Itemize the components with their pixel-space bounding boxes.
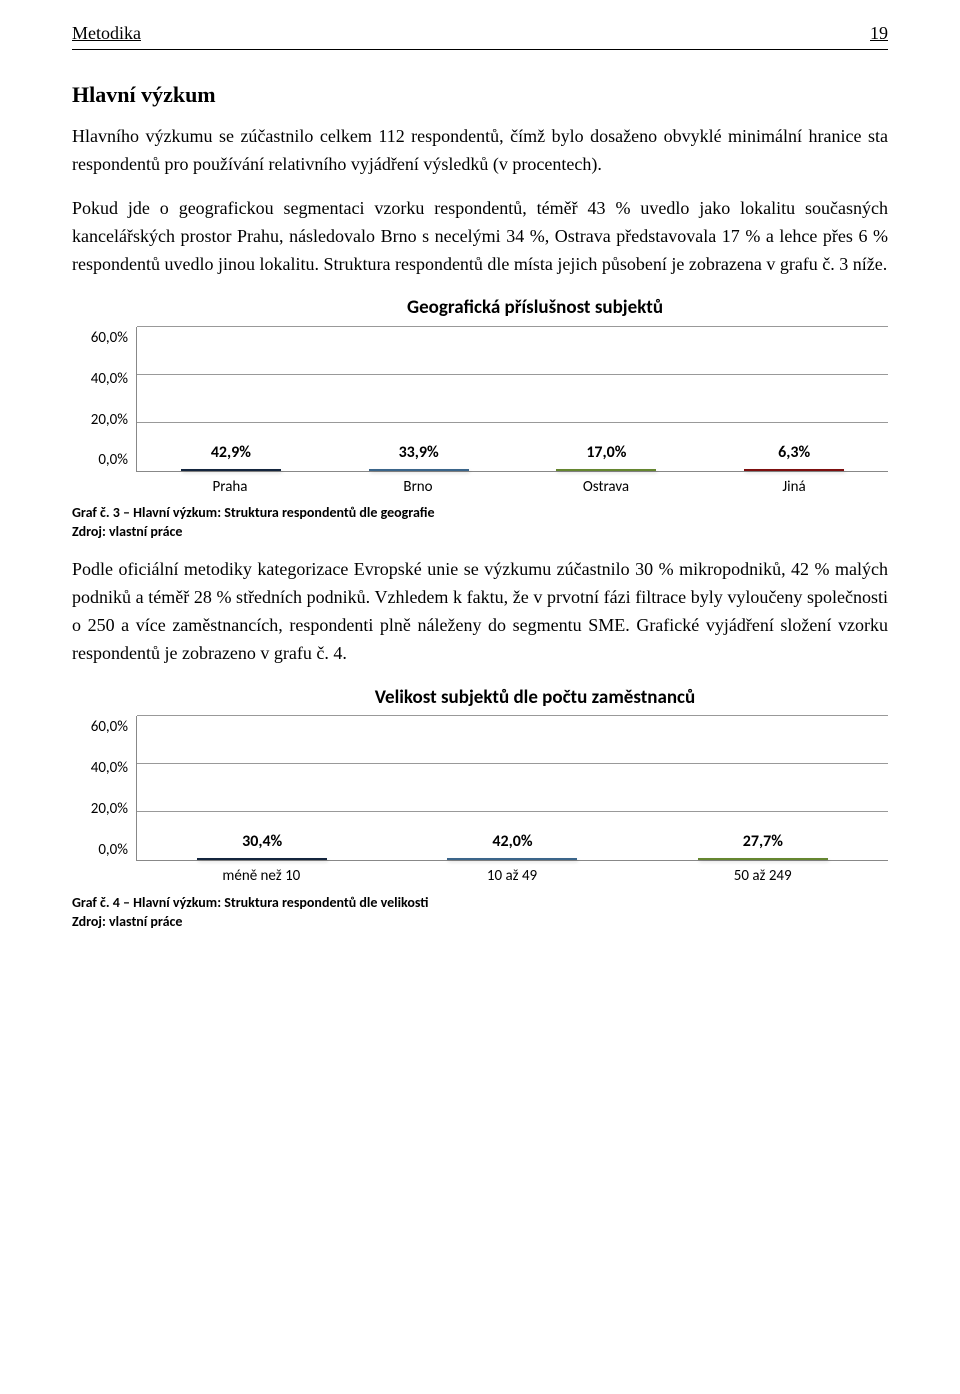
chart2-bars: 30,4% 42,0% 27,7% [137,716,888,860]
header-page-number: 19 [870,20,888,47]
x-tick-label: 10 až 49 [387,865,638,888]
chart-size: Velikost subjektů dle počtu zaměstnanců … [72,684,888,888]
bar-slot: 42,0% [387,830,637,860]
chart1-body: 60,0% 40,0% 20,0% 0,0% 42,9% 33,9% 17,0% 6,3% [72,327,888,472]
y-tick-label: 0,0% [98,839,128,862]
section-title: Hlavní výzkum [72,78,888,111]
chart2-caption: Graf č. 4 – Hlavní výzkum: Struktura res… [72,894,888,932]
bar-value-label: 33,9% [399,441,439,465]
chart1-x-labels: PrahaBrnoOstravaJiná [136,476,888,499]
bar [556,469,656,471]
chart1-plot: 42,9% 33,9% 17,0% 6,3% [136,327,888,472]
bar-slot: 42,9% [137,441,325,471]
x-tick-label: Ostrava [512,476,700,499]
bar-value-label: 27,7% [743,830,783,854]
bar [447,858,577,860]
chart1-caption: Graf č. 3 – Hlavní výzkum: Struktura res… [72,504,888,542]
bar [369,469,469,471]
bar [181,469,281,471]
x-tick-label: Jiná [700,476,888,499]
chart2-y-axis: 60,0% 40,0% 20,0% 0,0% [72,716,136,861]
y-tick-label: 40,0% [91,757,128,780]
x-tick-label: Brno [324,476,512,499]
x-tick-label: Praha [136,476,324,499]
chart1-caption-line2: Zdroj: vlastní práce [72,523,888,542]
bar-value-label: 17,0% [586,441,626,465]
chart2-title: Velikost subjektů dle počtu zaměstnanců [182,684,888,713]
x-tick-label: 50 až 249 [637,865,888,888]
bar-slot: 17,0% [513,441,701,471]
bar-slot: 30,4% [137,830,387,860]
bar-value-label: 6,3% [778,441,810,465]
paragraph-2: Pokud jde o geografickou segmentaci vzor… [72,195,888,279]
y-tick-label: 20,0% [91,409,128,432]
chart2-caption-line2: Zdroj: vlastní práce [72,913,888,932]
chart1-caption-line1: Graf č. 3 – Hlavní výzkum: Struktura res… [72,504,888,523]
x-tick-label: méně než 10 [136,865,387,888]
y-tick-label: 0,0% [98,449,128,472]
paragraph-1: Hlavního výzkumu se zúčastnilo celkem 11… [72,123,888,179]
chart1-title: Geografická příslušnost subjektů [182,294,888,323]
bar-value-label: 42,0% [492,830,532,854]
chart1-y-axis: 60,0% 40,0% 20,0% 0,0% [72,327,136,472]
header-section-name: Metodika [72,20,141,47]
y-tick-label: 20,0% [91,798,128,821]
bar-slot: 6,3% [700,441,888,471]
paragraph-3: Podle oficiální metodiky kategorizace Ev… [72,556,888,668]
chart2-plot: 30,4% 42,0% 27,7% [136,716,888,861]
chart2-x-labels: méně než 1010 až 4950 až 249 [136,865,888,888]
bar [197,858,327,860]
bar-slot: 27,7% [638,830,888,860]
chart2-caption-line1: Graf č. 4 – Hlavní výzkum: Struktura res… [72,894,888,913]
chart-geographic: Geografická příslušnost subjektů 60,0% 40… [72,294,888,498]
bar [744,469,844,471]
bar-value-label: 42,9% [211,441,251,465]
y-tick-label: 40,0% [91,368,128,391]
y-tick-label: 60,0% [91,327,128,350]
bar-value-label: 30,4% [242,830,282,854]
y-tick-label: 60,0% [91,716,128,739]
chart2-body: 60,0% 40,0% 20,0% 0,0% 30,4% 42,0% 27,7% [72,716,888,861]
bar [698,858,828,860]
page-header: Metodika 19 [72,20,888,50]
bar-slot: 33,9% [325,441,513,471]
chart1-bars: 42,9% 33,9% 17,0% 6,3% [137,327,888,471]
